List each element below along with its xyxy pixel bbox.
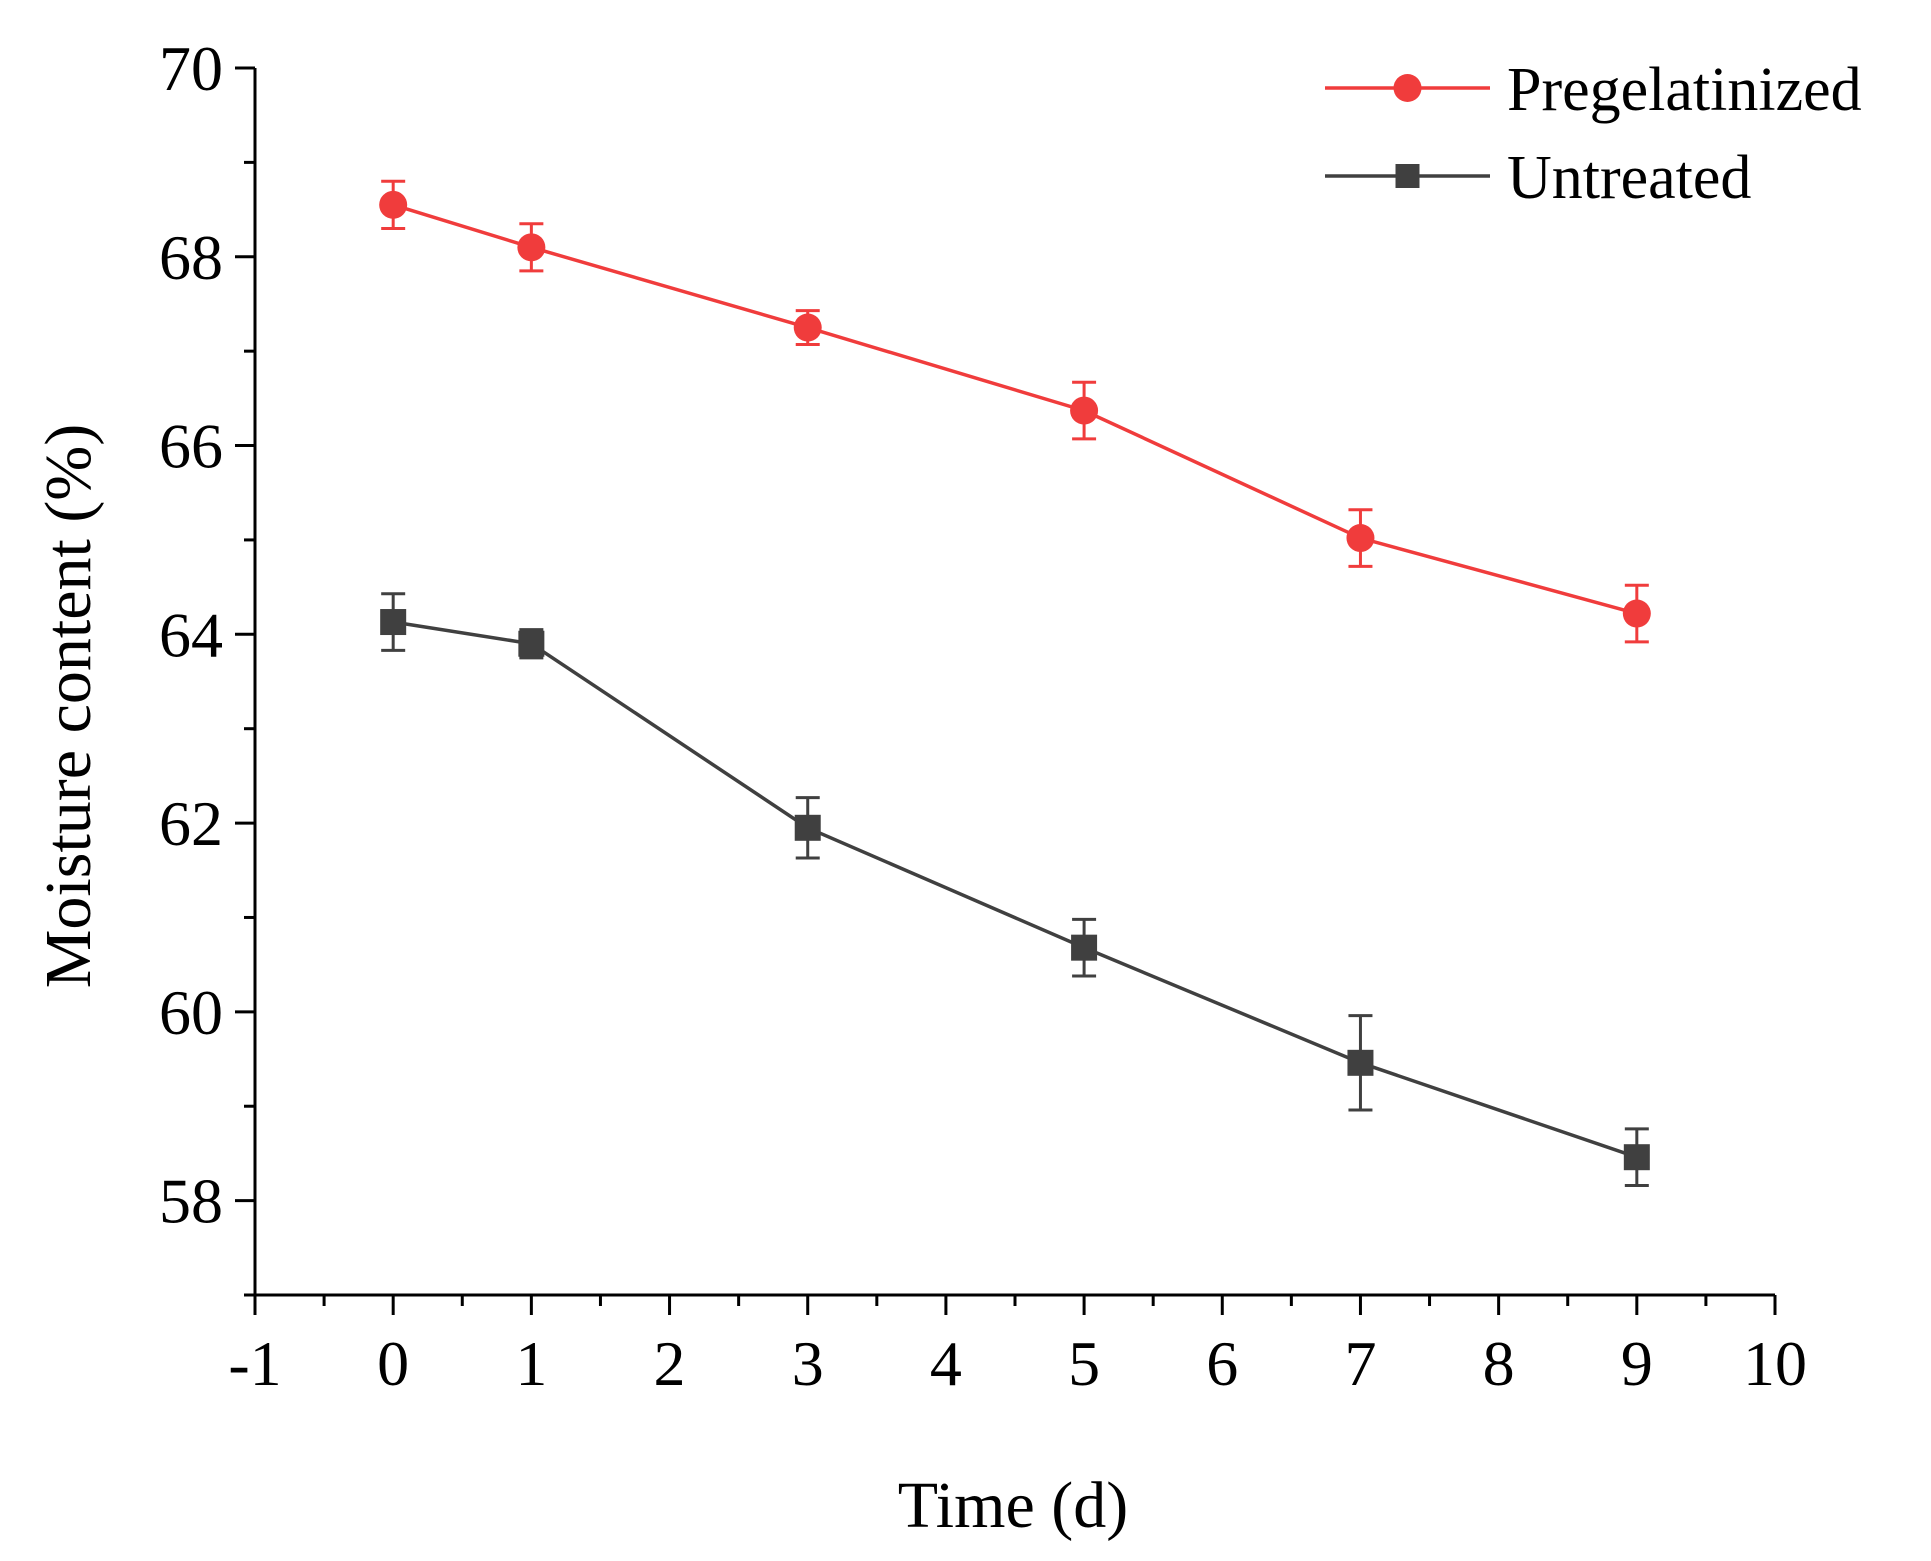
x-tick-label: 4 [930, 1328, 962, 1399]
legend-label: Pregelatinized [1507, 56, 1862, 124]
x-tick-label: 5 [1068, 1328, 1100, 1399]
y-tick-label: 60 [159, 977, 223, 1048]
x-tick-label: 0 [377, 1328, 409, 1399]
x-tick-label: 1 [515, 1328, 547, 1399]
data-point [1070, 396, 1099, 425]
data-point [517, 233, 546, 262]
y-tick-label: 62 [159, 788, 223, 859]
x-tick-label: 10 [1743, 1328, 1807, 1399]
x-tick-label: 8 [1483, 1328, 1515, 1399]
legend-marker [1393, 74, 1422, 102]
x-tick-label: 7 [1344, 1328, 1376, 1399]
y-axis-title: Moisture content (%) [32, 424, 105, 989]
legend-label: Untreated [1507, 144, 1751, 212]
data-point [380, 609, 407, 636]
series-line-pregelatinized [392, 203, 1638, 616]
y-tick-label: 66 [159, 411, 223, 482]
x-axis-title: Time (d) [898, 1469, 1128, 1542]
data-point [1071, 934, 1098, 961]
y-tick-label: 68 [159, 222, 223, 293]
data-point [1622, 599, 1651, 628]
y-tick-label: 64 [159, 599, 223, 670]
data-point [1623, 1144, 1650, 1171]
x-tick-label: 2 [654, 1328, 686, 1399]
series-layer [379, 179, 1651, 1188]
data-point [794, 814, 821, 841]
data-point [379, 190, 408, 219]
axes-layer [253, 68, 1775, 1297]
data-point [1347, 1049, 1374, 1076]
ticks-layer: -1 0 1 2 3 4 5 6 7 8 9 10 58 60 62 64 66 68 70 [159, 33, 1807, 1399]
x-tick-label: 9 [1621, 1328, 1653, 1399]
y-tick-label: 58 [159, 1166, 223, 1237]
x-tick-label: 6 [1206, 1328, 1238, 1399]
data-point [793, 313, 822, 342]
data-point [1346, 524, 1375, 553]
legend-marker [1395, 164, 1420, 188]
data-point [518, 630, 545, 657]
legend: Pregelatinized Untreated [1325, 56, 1862, 212]
x-tick-label: -1 [228, 1328, 281, 1399]
y-tick-label: 70 [159, 33, 223, 104]
series-line-untreated [392, 620, 1638, 1159]
x-tick-label: 3 [792, 1328, 824, 1399]
